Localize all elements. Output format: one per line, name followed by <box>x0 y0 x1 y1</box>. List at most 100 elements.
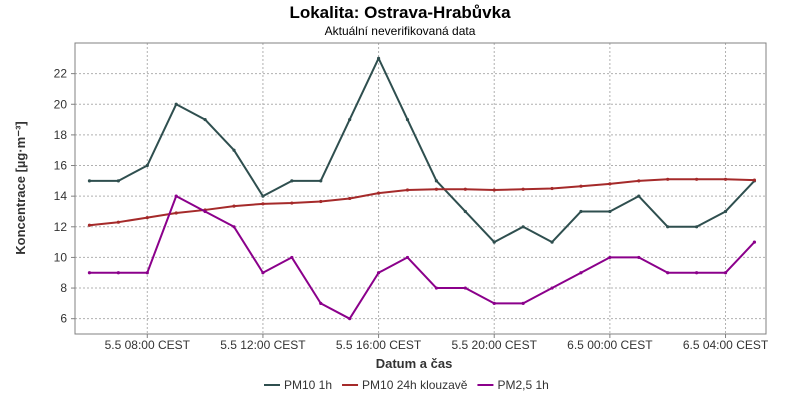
data-point <box>608 255 612 260</box>
data-point <box>434 179 439 183</box>
series-line <box>89 178 755 227</box>
y-tick-label: 10 <box>54 250 68 264</box>
y-axis-label: Koncentrace [µg·m⁻³] <box>13 121 28 255</box>
data-point <box>116 179 120 183</box>
legend-label: PM10 24h klouzavě <box>362 378 468 392</box>
data-point <box>521 187 525 191</box>
data-point <box>666 271 670 275</box>
data-point <box>608 209 612 214</box>
data-point <box>405 255 410 260</box>
legend-label: PM10 1h <box>284 378 332 392</box>
data-point <box>348 317 352 321</box>
data-point <box>492 301 496 305</box>
data-point <box>521 225 525 229</box>
data-point <box>695 225 699 229</box>
data-point <box>723 209 728 214</box>
grid-lines <box>75 43 766 334</box>
data-point <box>319 179 323 183</box>
data-point <box>695 177 699 181</box>
series-line <box>89 195 756 320</box>
data-point <box>319 301 323 305</box>
legend-item: PM10 24h klouzavě <box>342 378 468 392</box>
data-point <box>319 199 323 204</box>
y-tick-label: 22 <box>54 67 68 81</box>
series-group <box>87 56 757 244</box>
data-point <box>261 271 265 275</box>
series-line <box>89 57 756 244</box>
data-point <box>492 240 496 244</box>
x-tick-label: 5.5 16:00 CEST <box>336 338 422 352</box>
legend-item: PM10 1h <box>264 378 332 392</box>
plot-area <box>74 42 767 335</box>
data-point <box>405 117 410 122</box>
data-point <box>145 216 149 220</box>
data-point <box>666 177 670 181</box>
y-tick-label: 16 <box>54 159 68 173</box>
data-point <box>116 271 120 275</box>
series-group <box>87 177 757 227</box>
data-point <box>492 188 496 192</box>
data-point <box>290 255 294 260</box>
data-point <box>637 179 641 183</box>
data-point <box>348 196 352 201</box>
y-tick-label: 6 <box>60 312 67 326</box>
data-point <box>87 271 92 275</box>
data-point <box>87 223 92 227</box>
data-point <box>232 148 236 152</box>
data-point <box>752 240 757 244</box>
data-point <box>463 209 467 214</box>
data-point <box>203 117 207 122</box>
y-tick-label: 20 <box>54 97 68 111</box>
data-point <box>434 286 439 290</box>
x-tick-label: 5.5 12:00 CEST <box>220 338 306 352</box>
series-group <box>87 194 757 321</box>
data-point <box>579 184 583 188</box>
data-point <box>376 271 381 275</box>
x-tick-label: 6.5 04:00 CEST <box>683 338 769 352</box>
chart-title: Lokalita: Ostrava-Hrabůvka <box>289 3 511 22</box>
data-point <box>376 191 381 195</box>
data-point <box>145 163 149 168</box>
data-point <box>116 220 120 224</box>
data-point <box>579 209 583 214</box>
data-point <box>348 117 352 122</box>
x-axis-label: Datum a čas <box>376 356 453 371</box>
data-point <box>87 179 92 183</box>
data-point <box>174 194 178 198</box>
data-point <box>232 225 236 229</box>
legend: PM10 1h PM10 24h klouzavě PM2,5 1h <box>264 378 549 392</box>
axes: 6 8 10 12 14 16 18 20 22 5.5 08:00 CEST 5.5 12:00 … <box>54 67 769 352</box>
data-point <box>695 271 699 275</box>
data-point <box>434 187 439 191</box>
data-point <box>174 102 178 106</box>
data-point <box>752 178 757 182</box>
data-point <box>637 194 641 198</box>
data-point <box>608 182 612 186</box>
data-point <box>550 186 554 191</box>
x-tick-label: 5.5 08:00 CEST <box>105 338 191 352</box>
data-point <box>521 301 525 305</box>
data-point <box>261 194 265 198</box>
y-tick-label: 12 <box>54 220 68 234</box>
data-point <box>463 187 467 191</box>
data-point <box>550 240 554 244</box>
chart-subtitle: Aktuální neverifikovaná data <box>325 24 476 38</box>
data-point <box>723 271 728 275</box>
data-point <box>232 204 236 208</box>
data-point <box>666 225 670 229</box>
legend-label: PM2,5 1h <box>497 378 548 392</box>
data-point <box>261 202 265 206</box>
data-point <box>637 255 641 260</box>
legend-item: PM2,5 1h <box>477 378 549 392</box>
y-tick-label: 8 <box>60 281 67 295</box>
data-point <box>405 188 410 192</box>
data-point <box>579 271 583 275</box>
data-point <box>290 179 294 183</box>
data-point <box>203 209 207 214</box>
data-point <box>550 286 554 290</box>
data-point <box>723 177 728 181</box>
x-tick-label: 6.5 00:00 CEST <box>567 338 653 352</box>
y-tick-label: 14 <box>54 189 68 203</box>
